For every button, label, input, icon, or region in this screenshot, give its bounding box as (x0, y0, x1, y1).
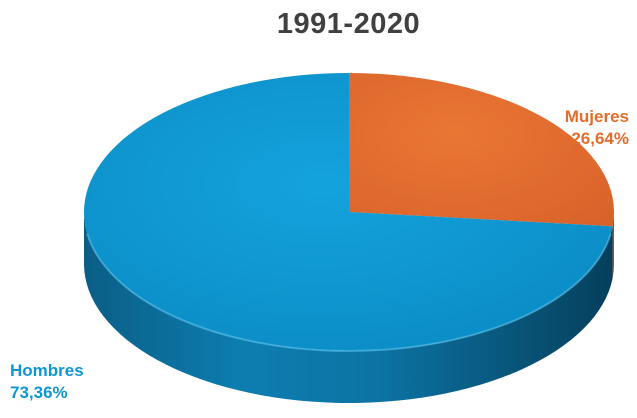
pie-rim-highlight (86, 233, 612, 352)
pie-side-mujeres (612, 212, 614, 279)
pie-slice-hombres (84, 73, 613, 351)
slice-label-mujeres-name: Mujeres (564, 107, 629, 126)
slice-label-mujeres-value: 26,64% (571, 129, 629, 148)
chart-title: 1991-2020 (276, 8, 421, 40)
pie-side-hombres (84, 212, 613, 404)
slice-label-hombres-value: 73,36% (10, 383, 68, 402)
slice-label-mujeres: Mujeres 26,64% (565, 106, 629, 150)
slice-label-hombres-name: Hombres (10, 361, 84, 380)
slice-label-hombres: Hombres 73,36% (10, 360, 84, 404)
pie-slice-mujeres (349, 73, 615, 227)
